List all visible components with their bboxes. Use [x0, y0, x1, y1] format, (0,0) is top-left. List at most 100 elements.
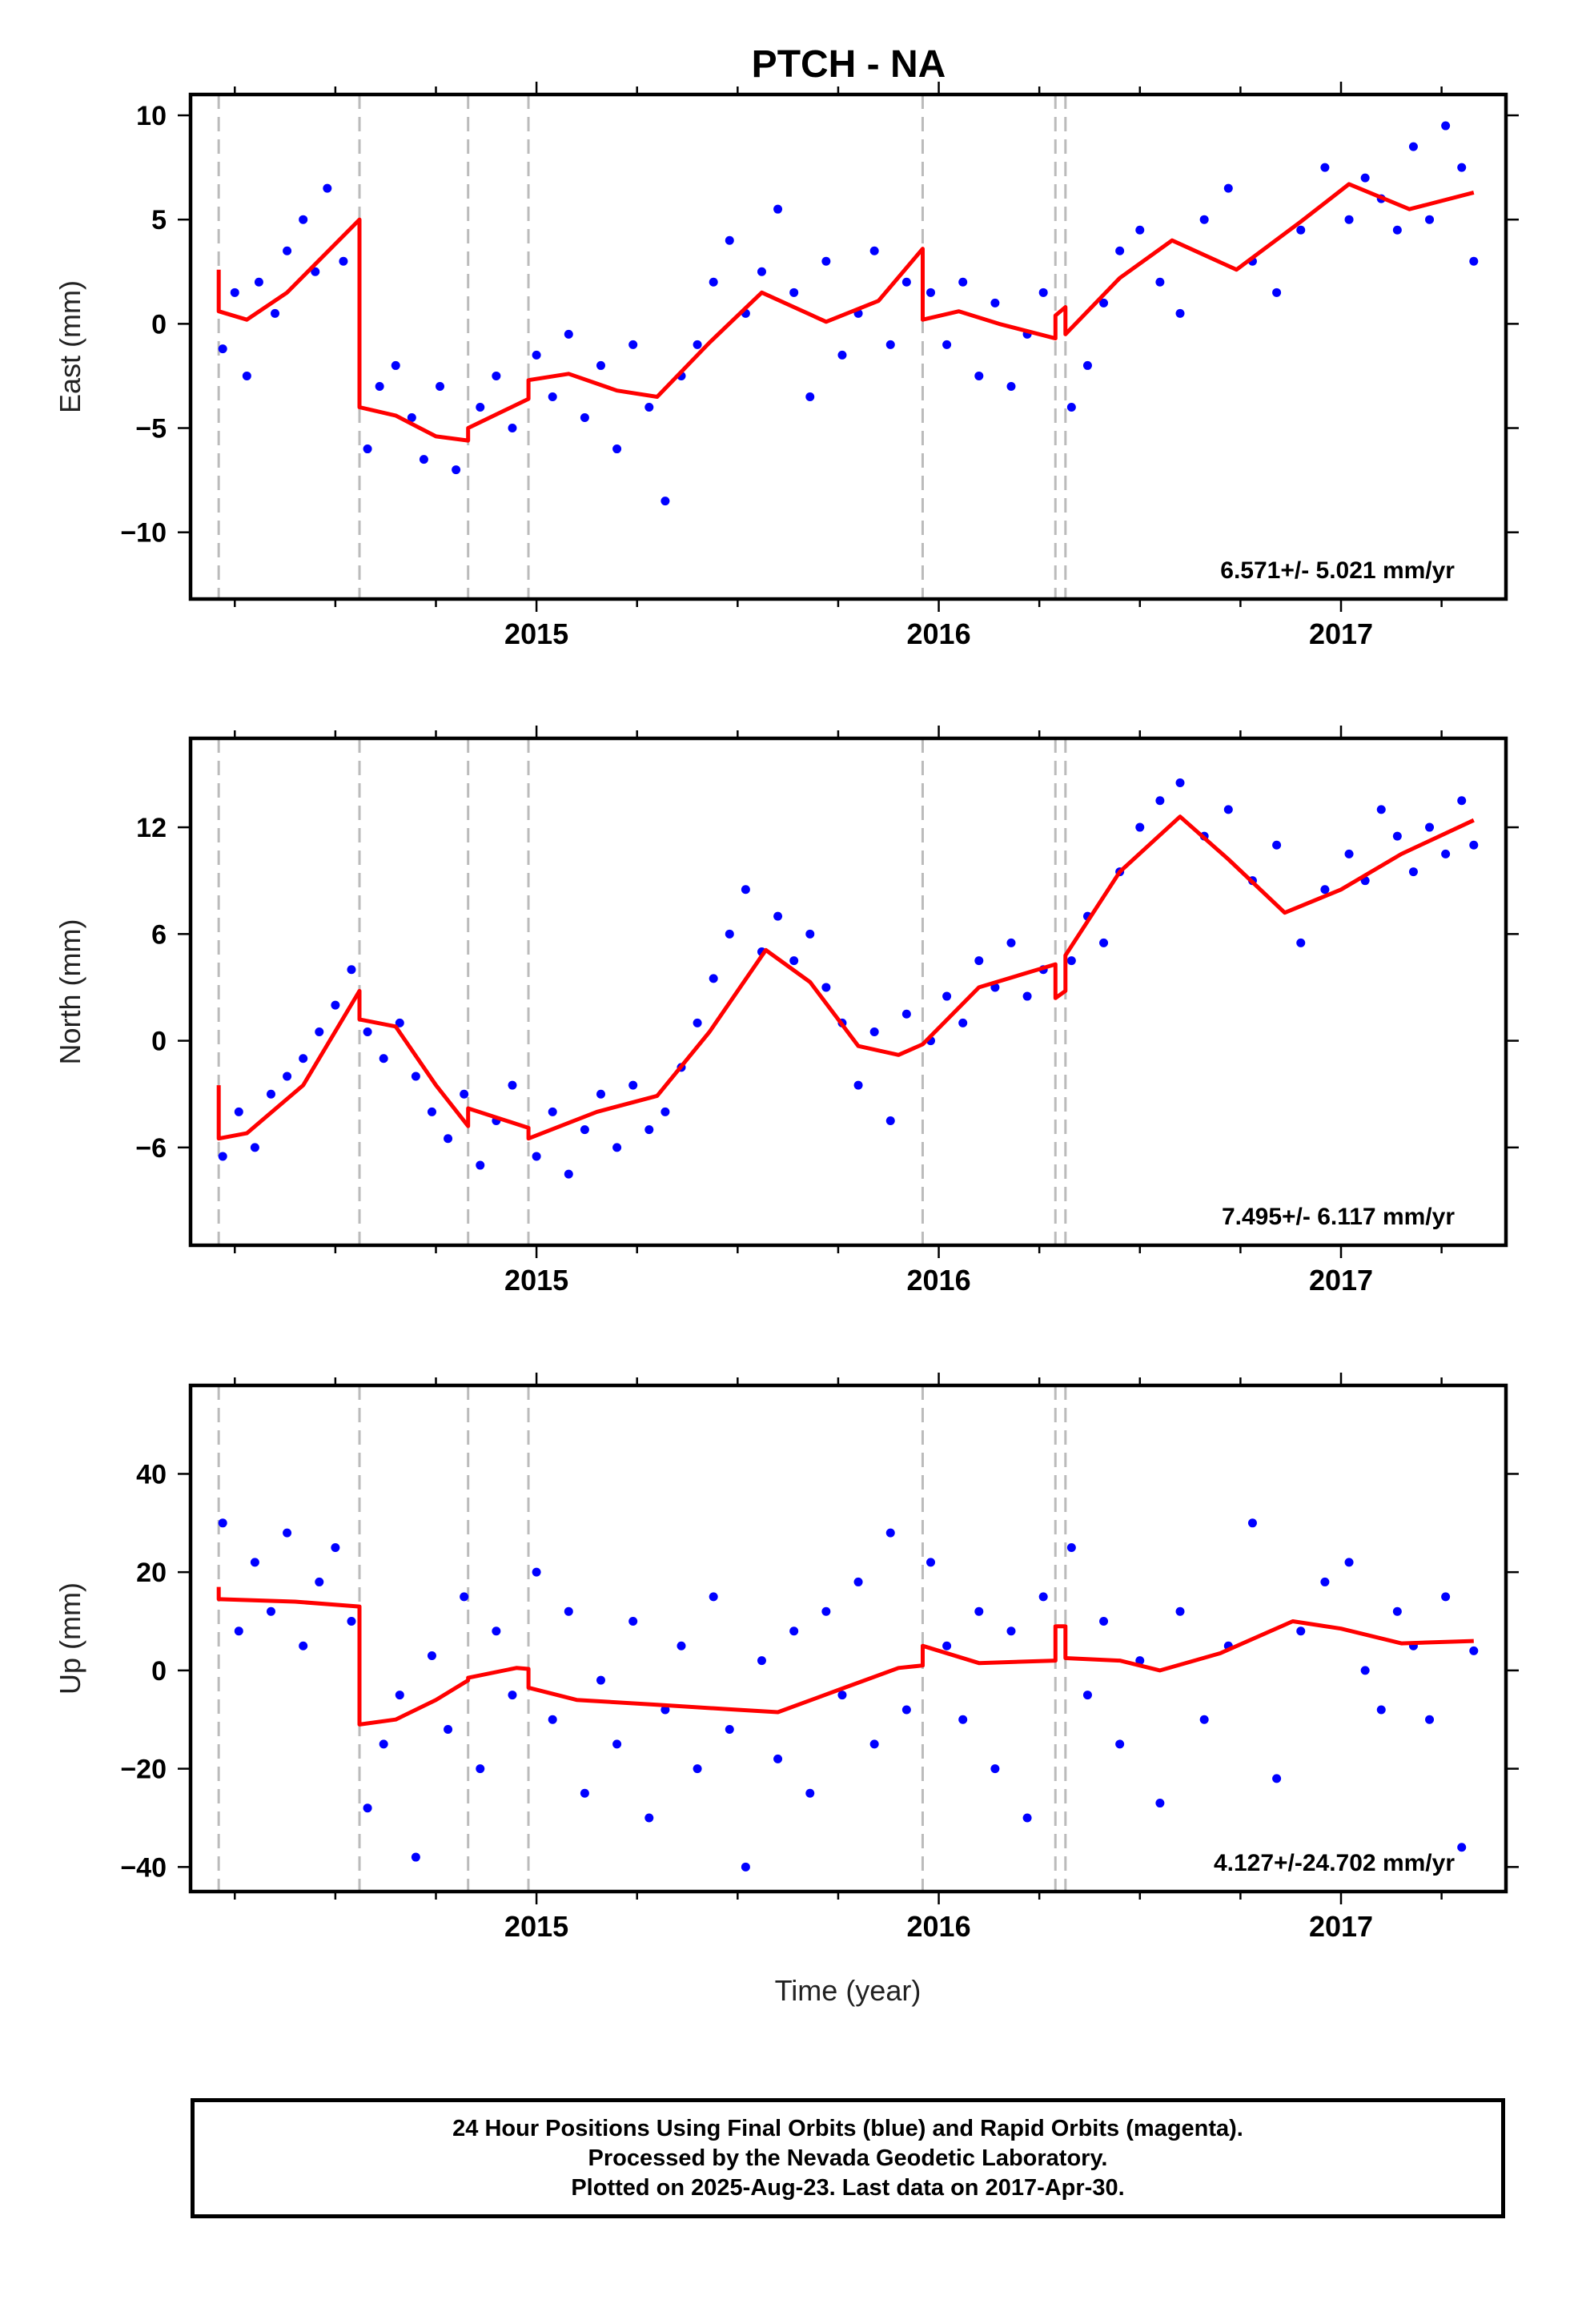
data-point: [885, 1528, 895, 1538]
data-point: [419, 455, 428, 464]
data-point: [773, 204, 783, 214]
fit-line: [216, 814, 1475, 1141]
data-point: [926, 287, 936, 297]
data-point: [644, 402, 654, 412]
data-point: [1441, 849, 1451, 858]
data-point: [1376, 1705, 1386, 1715]
data-point: [230, 287, 239, 297]
data-point: [1457, 1843, 1467, 1852]
data-point: [1038, 287, 1048, 297]
data-point: [725, 1725, 734, 1735]
data-point: [1038, 1592, 1048, 1602]
data-point: [1272, 287, 1282, 297]
data-point: [460, 1592, 469, 1602]
data-point: [532, 1567, 541, 1577]
data-point: [254, 277, 263, 287]
data-point: [242, 371, 251, 380]
data-point: [901, 1009, 911, 1019]
data-point: [942, 991, 952, 1001]
data-point: [628, 1080, 638, 1090]
data-point: [476, 1160, 485, 1170]
data-point: [580, 413, 589, 423]
data-point: [821, 983, 831, 992]
data-point: [1408, 142, 1418, 151]
data-point: [661, 497, 670, 506]
data-point: [283, 1072, 292, 1081]
data-point: [901, 1705, 911, 1715]
data-point: [1296, 938, 1306, 947]
data-point: [1135, 225, 1145, 235]
data-point: [548, 1715, 557, 1724]
data-point: [283, 1528, 292, 1538]
data-point: [323, 183, 332, 193]
data-point: [548, 392, 557, 401]
plot-title: PTCH - NA: [752, 43, 946, 86]
plot-frame: [188, 1383, 1508, 1894]
data-point: [1457, 796, 1467, 806]
data-point: [821, 256, 831, 266]
footer-box: 24 Hour Positions Using Final Orbits (bl…: [191, 2098, 1505, 2218]
data-point: [773, 1754, 783, 1763]
rate-annotation: 4.127+/-24.702 mm/yr: [1214, 1850, 1455, 1876]
rate-annotation: 7.495+/- 6.117 mm/yr: [1222, 1204, 1455, 1230]
y-tick-label: 20: [136, 1558, 167, 1588]
data-point: [869, 246, 879, 255]
data-point: [564, 1606, 573, 1616]
data-point: [805, 392, 815, 401]
data-point: [1296, 225, 1306, 235]
y-tick-label: 0: [151, 309, 167, 340]
data-point: [460, 1089, 469, 1099]
data-point: [1320, 1577, 1330, 1586]
data-point: [218, 1518, 227, 1528]
data-point: [1022, 991, 1032, 1001]
y-axis-label: Up (mm): [54, 1582, 86, 1695]
data-point: [375, 381, 384, 391]
data-point: [234, 1626, 243, 1636]
data-point: [311, 267, 320, 276]
y-tick-label: −5: [135, 414, 167, 444]
data-point: [612, 1739, 622, 1749]
data-point: [1441, 121, 1451, 131]
data-point: [725, 235, 734, 245]
data-point: [218, 344, 227, 354]
data-point: [1199, 215, 1209, 224]
data-point: [757, 267, 766, 276]
data-point: [1099, 938, 1109, 947]
data-point: [958, 1018, 968, 1027]
data-point: [266, 1089, 275, 1099]
data-point: [1469, 1646, 1479, 1655]
data-point: [693, 1764, 702, 1774]
data-point: [548, 1107, 557, 1116]
data-point: [339, 256, 348, 266]
data-point: [644, 1125, 654, 1135]
data-point: [958, 1715, 968, 1724]
data-point: [391, 360, 400, 370]
data-point: [1223, 805, 1233, 814]
y-tick-label: 40: [136, 1459, 167, 1490]
data-point: [532, 1152, 541, 1161]
data-point: [1376, 805, 1386, 814]
footer-line-3: Plotted on 2025-Aug-23. Last data on 201…: [571, 2174, 1125, 2201]
data-point: [218, 1152, 227, 1161]
y-tick-label: −20: [120, 1755, 167, 1785]
data-point: [508, 424, 517, 433]
data-point: [1392, 1606, 1402, 1616]
data-point: [1272, 840, 1282, 850]
x-tick-label: 2015: [504, 1264, 568, 1297]
data-point: [709, 1592, 718, 1602]
x-tick-label: 2015: [504, 617, 568, 650]
data-point: [476, 1764, 485, 1774]
data-point: [990, 298, 1000, 308]
data-point: [331, 1000, 340, 1010]
data-point: [580, 1125, 589, 1135]
data-point: [741, 1862, 750, 1872]
data-point: [1175, 308, 1185, 318]
data-point: [564, 329, 573, 339]
data-point: [805, 929, 815, 939]
data-point: [407, 413, 416, 423]
data-point: [644, 1813, 654, 1823]
data-point: [612, 1143, 622, 1152]
y-tick-label: 12: [136, 813, 167, 843]
data-point: [869, 1739, 879, 1749]
data-point: [363, 444, 372, 454]
